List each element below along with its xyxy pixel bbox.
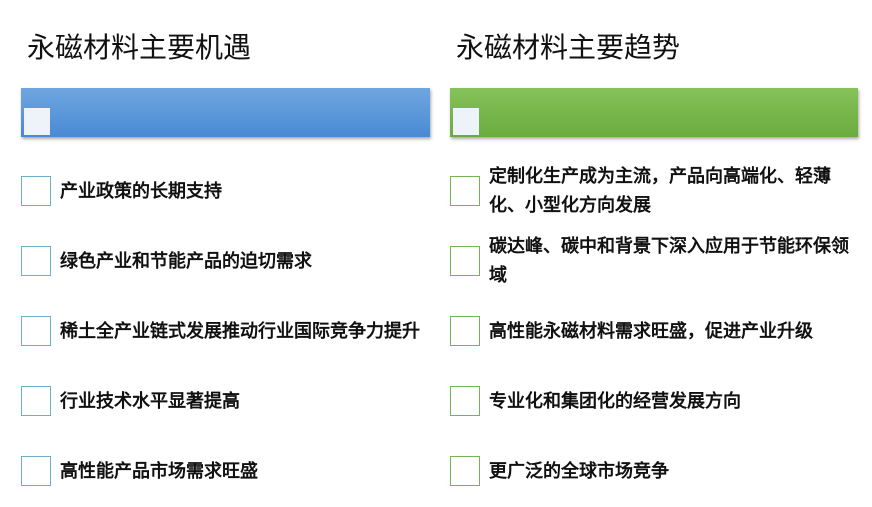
checkbox — [21, 246, 51, 276]
checkbox — [21, 386, 51, 416]
item-text: 高性能产品市场需求旺盛 — [60, 460, 258, 482]
column-title: 永磁材料主要趋势 — [456, 31, 681, 64]
list-item: 专业化和集团化的经营发展方向 — [450, 371, 851, 431]
list-item: 高性能永磁材料需求旺盛，促进产业升级 — [450, 301, 851, 361]
list-item: 定制化生产成为主流，产品向高端化、轻薄化、小型化方向发展 — [450, 161, 851, 221]
checkbox — [450, 316, 480, 346]
item-text: 产业政策的长期支持 — [60, 180, 222, 202]
list-item: 碳达峰、碳中和背景下深入应用于节能环保领域 — [450, 231, 851, 291]
bar-square — [24, 108, 50, 135]
list-item: 更广泛的全球市场竞争 — [450, 441, 851, 501]
list-item: 产业政策的长期支持 — [21, 161, 422, 221]
checkbox — [21, 456, 51, 486]
column: 永磁材料主要机遇产业政策的长期支持绿色产业和节能产品的迫切需求稀土全产业链式发展… — [21, 0, 430, 507]
item-text: 专业化和集团化的经营发展方向 — [489, 390, 741, 412]
list-item: 绿色产业和节能产品的迫切需求 — [21, 231, 422, 291]
item-text: 高性能永磁材料需求旺盛，促进产业升级 — [489, 320, 813, 342]
item-text: 行业技术水平显著提高 — [60, 390, 240, 412]
header-bar — [21, 88, 430, 137]
column-title: 永磁材料主要机遇 — [27, 31, 252, 64]
item-text: 更广泛的全球市场竞争 — [489, 460, 669, 482]
list-item: 行业技术水平显著提高 — [21, 371, 422, 431]
header-bar — [450, 88, 858, 137]
item-text: 稀土全产业链式发展推动行业国际竞争力提升 — [60, 320, 420, 342]
checkbox — [21, 176, 51, 206]
item-text: 碳达峰、碳中和背景下深入应用于节能环保领域 — [489, 236, 849, 286]
list-item: 高性能产品市场需求旺盛 — [21, 441, 422, 501]
checkbox — [21, 316, 51, 346]
list-item: 稀土全产业链式发展推动行业国际竞争力提升 — [21, 301, 422, 361]
bar-square — [453, 108, 479, 135]
checkbox — [450, 386, 480, 416]
checkbox — [450, 456, 480, 486]
checkbox — [450, 176, 480, 206]
checkbox — [450, 246, 480, 276]
item-text: 绿色产业和节能产品的迫切需求 — [60, 250, 312, 272]
column: 永磁材料主要趋势定制化生产成为主流，产品向高端化、轻薄化、小型化方向发展 碳达峰、… — [450, 0, 858, 507]
item-text: 定制化生产成为主流，产品向高端化、轻薄化、小型化方向发展 — [489, 166, 831, 216]
